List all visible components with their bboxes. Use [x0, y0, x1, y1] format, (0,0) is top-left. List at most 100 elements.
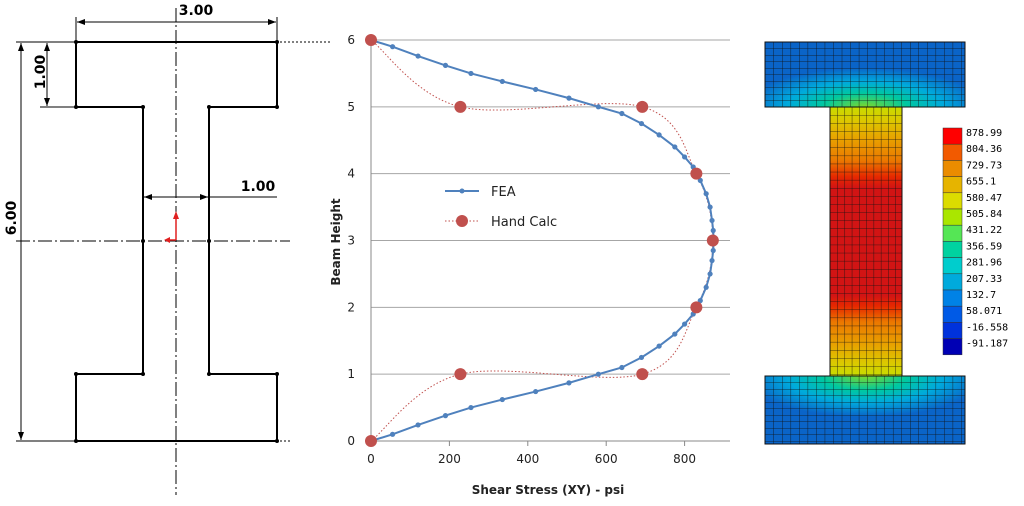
- dimension-height-label: 6.00: [4, 200, 20, 235]
- fea-point: [703, 191, 709, 197]
- fea-point: [499, 396, 505, 403]
- y-tick-label: 5: [347, 100, 355, 114]
- color-legend-value: 729.73: [966, 160, 1002, 171]
- color-legend-swatch: [942, 143, 963, 161]
- color-legend-swatch: [942, 305, 963, 323]
- y-tick-label: 4: [347, 167, 355, 181]
- fea-point: [710, 227, 716, 234]
- color-legend-swatch: [942, 241, 963, 258]
- dimension-total-height: 6.00: [4, 41, 75, 442]
- fea-point: [656, 132, 662, 138]
- shear-stress-chart: 0 200 400 600 800 0 1 2 3 4 5 6 Shear Stress (XY) …: [329, 33, 730, 497]
- hand-calc-point: [454, 100, 467, 113]
- hand-calc-point: [454, 368, 467, 381]
- fea-point: [682, 154, 688, 160]
- color-legend-value: 655.1: [966, 177, 996, 188]
- hand-calc-point: [365, 34, 377, 46]
- color-legend-swatch: [942, 322, 963, 339]
- fea-point: [595, 371, 601, 377]
- color-legend-swatch: [942, 192, 963, 210]
- fea-point: [415, 422, 421, 428]
- dimension-flange-label: 1.00: [33, 54, 49, 89]
- color-legend-value: 505.84: [966, 209, 1002, 220]
- legend-marker-hand-calc: [456, 215, 468, 227]
- x-tick-label: 800: [673, 452, 696, 466]
- fea-point: [389, 44, 396, 50]
- color-legend-value: 58.071: [966, 306, 1002, 317]
- y-tick-label: 0: [347, 434, 355, 448]
- color-legend-value: 281.96: [966, 258, 1002, 269]
- fea-point: [682, 321, 688, 327]
- dimension-web-label: 1.00: [241, 179, 276, 195]
- fea-point: [533, 86, 539, 93]
- fea-point: [703, 284, 709, 290]
- fea-point: [619, 110, 625, 117]
- x-axis-ticks: 0 200 400 600 800: [367, 441, 696, 466]
- fea-point: [638, 354, 645, 361]
- fea-point: [468, 70, 474, 77]
- coordinate-triad-icon: [164, 211, 179, 243]
- fea-point: [468, 404, 474, 411]
- x-tick-label: 600: [595, 452, 618, 466]
- fea-point: [656, 343, 662, 349]
- color-legend-swatch: [942, 208, 963, 226]
- x-tick-label: 200: [438, 452, 461, 466]
- color-legend-value: 878.99: [966, 128, 1002, 139]
- contour-color-legend: 878.99 804.36 729.73 655.1 580.47 505.84 431.2…: [942, 127, 1008, 356]
- color-legend-swatch: [942, 127, 963, 145]
- color-legend-swatch: [942, 273, 963, 291]
- fea-point: [707, 204, 713, 210]
- legend-label-fea: FEA: [491, 185, 516, 200]
- y-tick-label: 6: [347, 33, 355, 47]
- x-tick-label: 0: [367, 452, 375, 466]
- dimension-web-width: 1.00: [144, 179, 277, 200]
- color-legend-swatch: [942, 257, 963, 275]
- color-legend-swatch: [942, 224, 963, 242]
- fea-contour-plot: 878.99 804.36 729.73 655.1 580.47 505.84 431.2…: [764, 41, 1008, 445]
- i-beam-cross-section-drawing: 3.00 1.00 1.00 6.00: [4, 3, 330, 495]
- hand-calc-point: [636, 100, 649, 113]
- color-legend-value: 431.22: [966, 225, 1002, 236]
- fea-point: [710, 247, 716, 254]
- fea-point: [595, 104, 601, 110]
- dimension-top-width: 3.00: [75, 3, 278, 41]
- hand-calc-point: [636, 368, 649, 381]
- dimension-top-label: 3.00: [179, 3, 214, 19]
- fea-point: [638, 120, 645, 127]
- color-legend-value: -16.558: [966, 322, 1008, 333]
- hand-calc-point: [706, 234, 719, 247]
- fea-point: [389, 431, 396, 437]
- x-axis-title: Shear Stress (XY) - psi: [472, 483, 625, 497]
- fea-point: [415, 53, 421, 59]
- hand-calc-point: [365, 435, 377, 447]
- fea-point: [707, 271, 713, 277]
- color-legend-value: 804.36: [966, 144, 1002, 155]
- chart-legend: FEA Hand Calc: [445, 185, 557, 230]
- color-legend-value: 580.47: [966, 193, 1002, 204]
- color-legend-value: 207.33: [966, 274, 1002, 285]
- dimension-flange-thickness: 1.00: [33, 41, 75, 108]
- fea-point: [709, 257, 715, 264]
- color-legend-value: 132.7: [966, 290, 996, 301]
- chart-gridlines: [371, 39, 730, 375]
- fea-point: [499, 78, 505, 85]
- fea-point: [566, 380, 572, 386]
- legend-label-hand-calc: Hand Calc: [491, 215, 557, 230]
- y-axis-title: Beam Height: [329, 198, 343, 285]
- y-tick-label: 3: [347, 234, 355, 248]
- y-tick-label: 2: [347, 300, 355, 314]
- fea-point: [442, 62, 449, 68]
- hand-calc-point: [690, 301, 703, 314]
- hand-calc-point: [690, 167, 703, 180]
- color-legend-swatch: [942, 176, 963, 194]
- y-tick-label: 1: [347, 367, 355, 381]
- fea-point: [619, 364, 625, 371]
- chart-series: [365, 34, 719, 447]
- y-axis-ticks: 0 1 2 3 4 5 6: [347, 33, 355, 448]
- fea-point: [533, 388, 539, 395]
- fea-point: [672, 144, 678, 150]
- color-legend-swatch: [942, 289, 963, 307]
- fea-point: [566, 95, 572, 101]
- color-legend-value: 356.59: [966, 241, 1002, 252]
